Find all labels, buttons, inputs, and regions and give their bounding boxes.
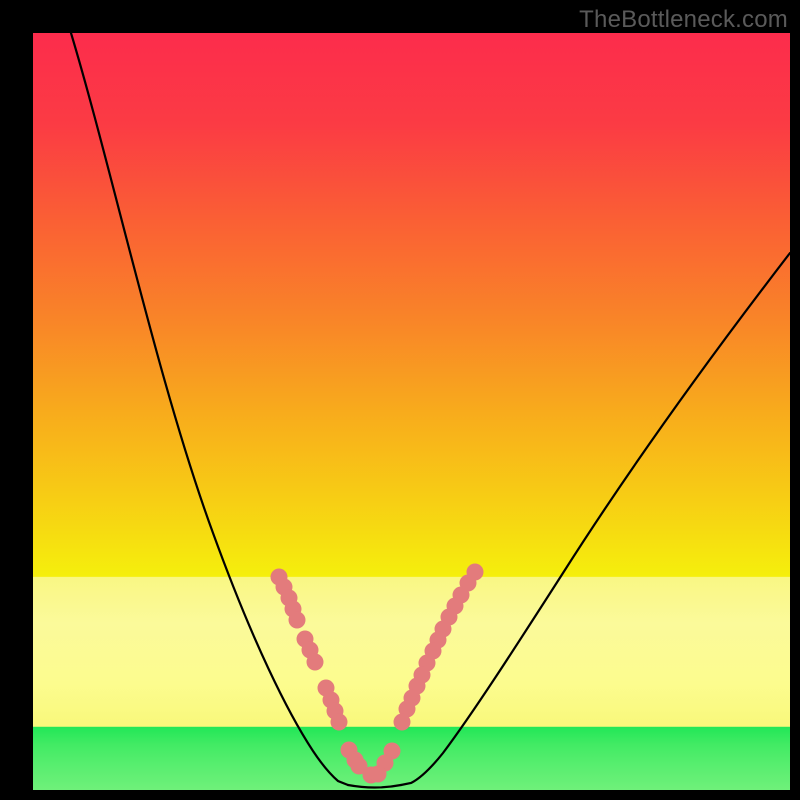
data-marker	[307, 654, 324, 671]
chart-plot-area	[33, 33, 790, 790]
curve-left	[71, 33, 348, 785]
bottleneck-curve	[33, 33, 790, 790]
watermark-text: TheBottleneck.com	[579, 6, 788, 34]
curve-bottom	[348, 785, 401, 788]
curve-right	[401, 253, 790, 785]
data-marker	[289, 612, 306, 629]
markers-group	[271, 564, 484, 784]
data-marker	[394, 714, 411, 731]
data-marker	[370, 766, 387, 783]
data-marker	[331, 714, 348, 731]
